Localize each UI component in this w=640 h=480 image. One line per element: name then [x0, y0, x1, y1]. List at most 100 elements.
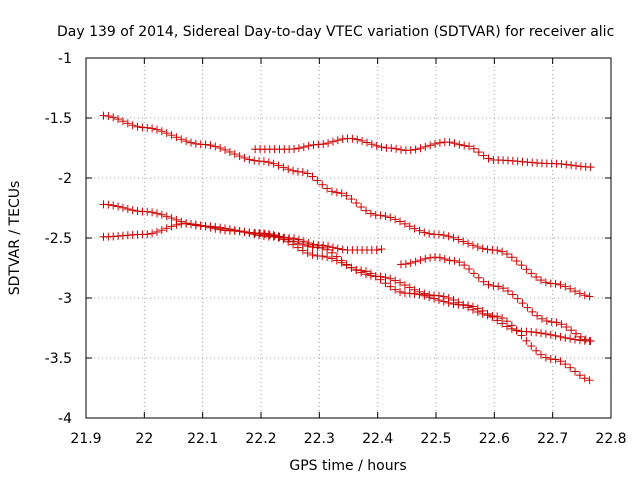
- y-tick-label: -4: [58, 411, 72, 427]
- data-point: [167, 214, 176, 223]
- data-point: [308, 250, 317, 259]
- data-point: [290, 234, 299, 243]
- data-point: [420, 228, 429, 237]
- data-point: [421, 142, 430, 151]
- data-point: [187, 138, 195, 147]
- data-point: [162, 224, 171, 233]
- x-tick-labels: 21.9 22 22.1 22.2 22.3 22.4 22.5 22.6 22.7 22.8: [70, 431, 626, 447]
- data-point: [405, 222, 414, 231]
- data-point: [416, 256, 425, 265]
- data-point: [366, 271, 375, 280]
- data-point: [450, 139, 459, 148]
- data-point: [551, 279, 560, 288]
- data-point: [431, 139, 440, 148]
- data-point: [440, 255, 449, 263]
- data-point: [391, 276, 400, 285]
- data-point: [546, 330, 555, 339]
- data-point: [537, 350, 545, 359]
- data-point: [327, 187, 336, 196]
- data-point: [484, 280, 493, 289]
- data-point: [327, 254, 336, 263]
- data-point: [425, 290, 434, 299]
- y-tick-label: -1.5: [45, 111, 72, 127]
- data-point: [152, 227, 161, 236]
- data-point: [586, 336, 595, 345]
- data-point: [275, 232, 284, 241]
- data-point: [377, 143, 386, 152]
- data-point: [323, 245, 332, 254]
- data-point: [532, 273, 541, 282]
- data-point: [313, 176, 322, 185]
- data-point: [483, 311, 492, 320]
- y-tick-labels: -4 -3.5 -3 -2.5 -2 -1.5 -1: [45, 51, 72, 427]
- data-point: [323, 252, 332, 261]
- data-point: [556, 332, 565, 341]
- data-point: [513, 294, 522, 303]
- data-point: [332, 256, 341, 265]
- data-point: [298, 168, 307, 177]
- axis-ticks: [85, 57, 612, 419]
- data-point: [542, 316, 551, 325]
- data-point: [290, 144, 299, 153]
- data-point: [479, 151, 488, 160]
- data-point: [552, 318, 561, 327]
- x-tick-label: 22.5: [420, 431, 451, 447]
- data-point: [455, 258, 464, 267]
- data-point: [225, 147, 234, 156]
- data-point: [571, 335, 580, 344]
- data-point: [274, 161, 283, 170]
- data-point: [434, 291, 443, 300]
- data-point: [240, 153, 249, 162]
- data-point: [512, 326, 521, 335]
- data-point: [435, 138, 444, 147]
- data-point: [104, 112, 113, 121]
- data-point: [547, 317, 556, 326]
- data-point: [499, 284, 508, 293]
- data-point: [172, 220, 181, 229]
- data-point: [294, 144, 303, 153]
- data-point: [406, 259, 415, 268]
- data-point: [123, 205, 132, 214]
- data-point: [324, 242, 333, 251]
- data-point: [187, 219, 195, 228]
- data-point: [337, 258, 346, 267]
- data-point: [541, 353, 550, 362]
- data-point: [123, 119, 132, 128]
- data-point: [465, 142, 474, 151]
- data-point: [455, 140, 464, 149]
- data-point: [114, 115, 123, 124]
- data-points: [99, 111, 595, 385]
- y-tick-label: -2.5: [45, 231, 72, 247]
- data-point: [264, 158, 273, 167]
- data-point: [196, 221, 205, 230]
- data-point: [304, 239, 313, 248]
- data-point: [293, 243, 302, 252]
- x-axis-label: GPS time / hours: [289, 458, 406, 474]
- data-point: [386, 282, 395, 291]
- data-point: [498, 314, 507, 323]
- x-tick-label: 22.8: [595, 431, 626, 447]
- data-point: [585, 292, 594, 301]
- data-point: [406, 146, 415, 155]
- data-point: [289, 166, 298, 175]
- data-point: [347, 263, 356, 272]
- data-point: [337, 189, 346, 198]
- data-point: [450, 256, 459, 265]
- data-point: [562, 322, 571, 331]
- data-point: [581, 335, 590, 344]
- data-point: [118, 117, 127, 126]
- data-point: [182, 137, 191, 146]
- data-point: [537, 314, 546, 323]
- series-satellite-4: [251, 134, 595, 172]
- data-point: [245, 155, 254, 164]
- data-point: [265, 231, 274, 240]
- data-point: [474, 148, 483, 157]
- data-point: [309, 240, 318, 249]
- data-point: [304, 141, 313, 150]
- data-point: [527, 342, 536, 351]
- data-point: [324, 139, 333, 148]
- data-point: [250, 230, 259, 239]
- data-point: [206, 223, 215, 232]
- data-point: [567, 161, 576, 170]
- data-point: [541, 278, 550, 287]
